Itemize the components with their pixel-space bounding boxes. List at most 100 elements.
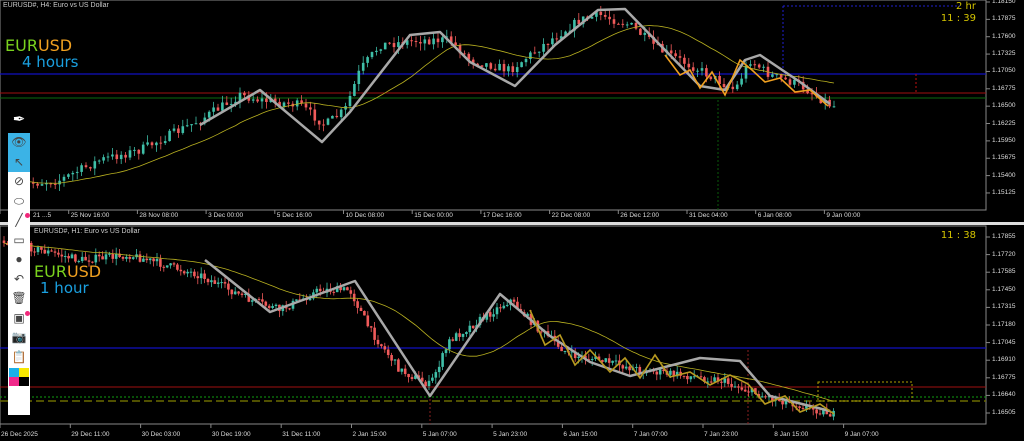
candle: [798, 406, 801, 408]
candle: [753, 64, 757, 66]
zigzag-line: [204, 259, 831, 413]
candle: [454, 333, 458, 341]
candle: [186, 271, 189, 274]
time-tick-label: 15 Dec 00:00: [414, 212, 453, 219]
candle: [353, 84, 356, 96]
candle: [463, 53, 466, 55]
candle: [476, 63, 479, 66]
eye-icon[interactable]: 👁: [8, 133, 30, 153]
candle: [273, 98, 277, 102]
candle: [145, 258, 149, 261]
candle: [655, 371, 659, 375]
time-tick-label: 10 Dec 08:00: [345, 212, 385, 219]
candle: [445, 36, 449, 38]
candle: [260, 98, 264, 102]
candle: [744, 65, 748, 79]
indicator-dot: [25, 310, 30, 316]
camera-icon[interactable]: 📷: [11, 330, 27, 344]
candle: [740, 78, 743, 85]
candle: [601, 360, 604, 362]
time-tick-label: 30 Dec 19:00: [211, 431, 251, 438]
candle: [257, 298, 261, 300]
candle: [36, 247, 40, 253]
candle: [196, 276, 200, 279]
undo-icon[interactable]: ↶: [13, 271, 25, 286]
candle: [762, 66, 765, 68]
candle: [493, 68, 497, 71]
indicator-dot: [25, 213, 30, 218]
candle: [190, 124, 193, 126]
candle: [563, 351, 567, 353]
candle: [317, 120, 321, 125]
candle: [77, 261, 81, 263]
color-palette-icon[interactable]: [8, 367, 30, 387]
candle: [50, 250, 53, 252]
candle: [699, 376, 703, 378]
time-tick-label: 7 Jan 07:00: [633, 431, 668, 438]
candle: [414, 41, 418, 43]
candle: [206, 279, 210, 283]
h4-chart-pane[interactable]: EURUSD#, H4: Euro vs US Dollar EURUSD 4 …: [0, 0, 1024, 223]
candle: [625, 24, 629, 26]
candle: [555, 38, 559, 40]
candle: [465, 332, 468, 335]
h1-chart-pane[interactable]: EURUSD#, H1: Euro vs US Dollar EURUSD 1 …: [0, 226, 1024, 441]
candle: [461, 334, 465, 337]
candle: [822, 409, 825, 415]
candle: [573, 19, 576, 31]
candle: [731, 86, 735, 90]
candle: [683, 57, 686, 64]
price-tick-label: 1.17045: [992, 338, 1016, 346]
candle: [256, 99, 259, 102]
candle: [233, 291, 237, 295]
pen-icon[interactable]: ✒: [12, 111, 26, 128]
wave-line: [664, 54, 829, 107]
candle: [185, 125, 189, 127]
candle: [373, 327, 376, 340]
price-tick-label: 1.18150: [992, 0, 1016, 5]
candle: [67, 255, 70, 259]
candle: [454, 42, 457, 46]
candle: [380, 344, 383, 347]
clipboard-icon[interactable]: 📋: [11, 349, 27, 364]
time-tick-label: 9 Jan 07:00: [844, 431, 879, 438]
candle: [287, 102, 290, 104]
template-icon[interactable]: ▣: [8, 309, 30, 329]
crosshair-icon[interactable]: ⊘: [13, 174, 25, 188]
candle: [559, 36, 563, 39]
candle: [243, 92, 246, 96]
eraser-icon[interactable]: ⬭: [13, 193, 25, 208]
candle: [691, 67, 695, 71]
dot-icon[interactable]: ●: [15, 252, 23, 266]
time-tick-label: 30 Dec 03:00: [141, 431, 181, 438]
time-tick-label: 29 Dec 11:00: [71, 431, 110, 438]
candle: [58, 180, 61, 185]
ruler-icon[interactable]: ▭: [13, 232, 25, 247]
candle: [176, 264, 179, 270]
price-tick-label: 1.17180: [992, 321, 1016, 328]
trash-icon[interactable]: 🗑: [11, 291, 27, 305]
candle: [587, 359, 591, 361]
candle: [581, 16, 585, 25]
candle: [250, 300, 254, 302]
price-tick-label: 1.17050: [992, 67, 1016, 75]
candle: [507, 66, 510, 72]
candle: [611, 360, 614, 363]
moving-average-line: [3, 242, 834, 402]
candle: [764, 396, 767, 398]
candle: [165, 265, 169, 268]
candle: [628, 366, 631, 371]
time-tick-label: 22 Dec 08:00: [551, 212, 591, 219]
candle: [431, 377, 434, 381]
candle: [223, 282, 227, 284]
candle: [595, 11, 598, 17]
candle: [480, 65, 484, 67]
candle: [675, 371, 679, 377]
line-icon[interactable]: ╱: [8, 211, 30, 231]
candle: [607, 358, 611, 363]
candle: [511, 66, 515, 72]
candle: [36, 183, 39, 186]
chart-title: EURUSD#, H1: Euro vs US Dollar: [34, 228, 140, 235]
candle: [193, 271, 196, 277]
cursor-icon[interactable]: ↖: [8, 152, 30, 172]
